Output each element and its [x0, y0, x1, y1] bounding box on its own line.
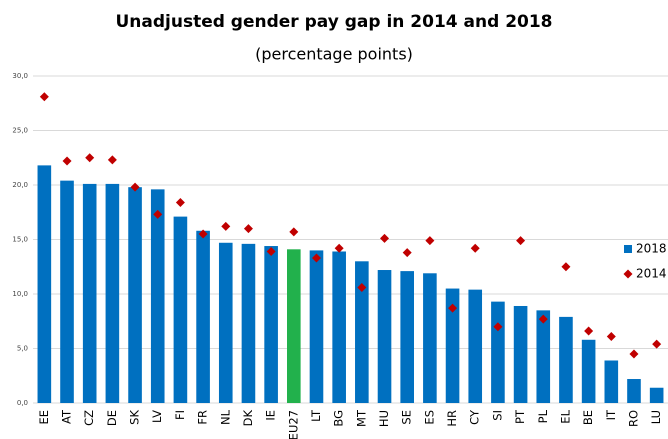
bar [491, 301, 505, 403]
x-tick-label: DE [105, 410, 119, 426]
marker [221, 221, 231, 231]
marker [425, 236, 435, 246]
x-tick-label: PL [536, 409, 550, 423]
marker [198, 229, 208, 239]
bar [355, 261, 369, 403]
marker [175, 197, 185, 207]
x-tick-label: CZ [82, 410, 96, 426]
x-tick-label: MT [354, 409, 368, 427]
x-tick-label: HU [377, 410, 391, 427]
x-tick-label: SI [490, 410, 504, 421]
x-tick-label: EL [558, 409, 572, 423]
x-tick-label: BE [581, 410, 595, 425]
bar [377, 270, 392, 403]
x-tick-label: DK [241, 410, 255, 427]
bar [82, 183, 97, 403]
x-tick-label: SK [128, 410, 142, 425]
y-tick-label: 15,0 [12, 236, 28, 244]
marker [652, 339, 662, 349]
x-tick-label: LU [649, 410, 663, 424]
chart-title: Unadjusted gender pay gap in 2014 and 20… [115, 12, 552, 32]
bar [128, 187, 142, 403]
bar [150, 189, 165, 403]
marker [266, 246, 276, 256]
marker [380, 233, 390, 243]
x-tick-label: AT [60, 409, 74, 424]
marker [130, 182, 140, 192]
x-tick-label: HR [445, 410, 459, 427]
bar [287, 249, 301, 403]
x-tick-label: CY [468, 409, 482, 425]
marker [311, 253, 321, 263]
legend-swatch [624, 245, 632, 253]
bar [196, 230, 210, 403]
y-tick-label: 25,0 [12, 127, 28, 135]
chart-subtitle: (percentage points) [255, 45, 413, 64]
marker [153, 209, 163, 219]
marker [289, 227, 299, 237]
marker [493, 322, 503, 332]
marker [538, 314, 548, 324]
marker [561, 262, 571, 272]
bar [627, 379, 641, 403]
marker [85, 153, 95, 163]
x-tick-label: PT [513, 409, 527, 424]
x-tick-label: EE [37, 410, 51, 425]
bar [445, 288, 460, 403]
y-tick-label: 10,0 [12, 290, 28, 298]
marker [606, 332, 616, 342]
x-tick-label: SE [400, 410, 414, 425]
bar [309, 250, 324, 403]
bar [241, 243, 256, 403]
bar [423, 273, 437, 403]
bar [468, 289, 483, 403]
bar [559, 316, 573, 403]
x-tick-label: FI [173, 410, 187, 420]
marker [357, 282, 367, 292]
marker [629, 349, 639, 359]
marker [584, 326, 594, 336]
legend-label: 2014 [636, 267, 667, 281]
marker [516, 236, 526, 246]
x-tick-label: LV [150, 410, 164, 423]
x-tick-label: NL [218, 409, 232, 425]
bar [173, 216, 188, 403]
x-tick-label: RO [626, 410, 640, 427]
y-tick-label: 0,0 [17, 399, 28, 407]
marker [107, 155, 117, 165]
marker [448, 303, 458, 313]
marker [62, 156, 72, 166]
marker [243, 224, 253, 234]
bar [37, 165, 52, 403]
x-tick-label: BG [332, 410, 346, 427]
bar [513, 305, 528, 403]
x-tick-label: FR [196, 410, 210, 425]
legend-label: 2018 [636, 242, 667, 256]
y-tick-label: 5,0 [17, 345, 28, 353]
bar [400, 271, 414, 403]
x-tick-label: ES [422, 410, 436, 425]
x-tick-label: EU27 [286, 410, 300, 439]
legend-swatch [623, 269, 633, 279]
marker [39, 92, 49, 102]
bar [332, 251, 346, 403]
y-tick-label: 20,0 [12, 181, 28, 189]
y-tick-label: 30,0 [12, 72, 28, 80]
x-tick-label: IE [264, 410, 278, 421]
bar [264, 246, 278, 403]
marker [402, 248, 412, 258]
bar [649, 387, 664, 403]
bar [60, 180, 74, 403]
marker [334, 243, 344, 253]
x-tick-label: LT [309, 409, 323, 422]
bar [105, 183, 120, 403]
marker [470, 243, 480, 253]
x-tick-label: IT [604, 409, 618, 420]
bar [536, 310, 551, 403]
bar [218, 242, 233, 403]
bar [604, 360, 619, 403]
bar [581, 339, 596, 403]
